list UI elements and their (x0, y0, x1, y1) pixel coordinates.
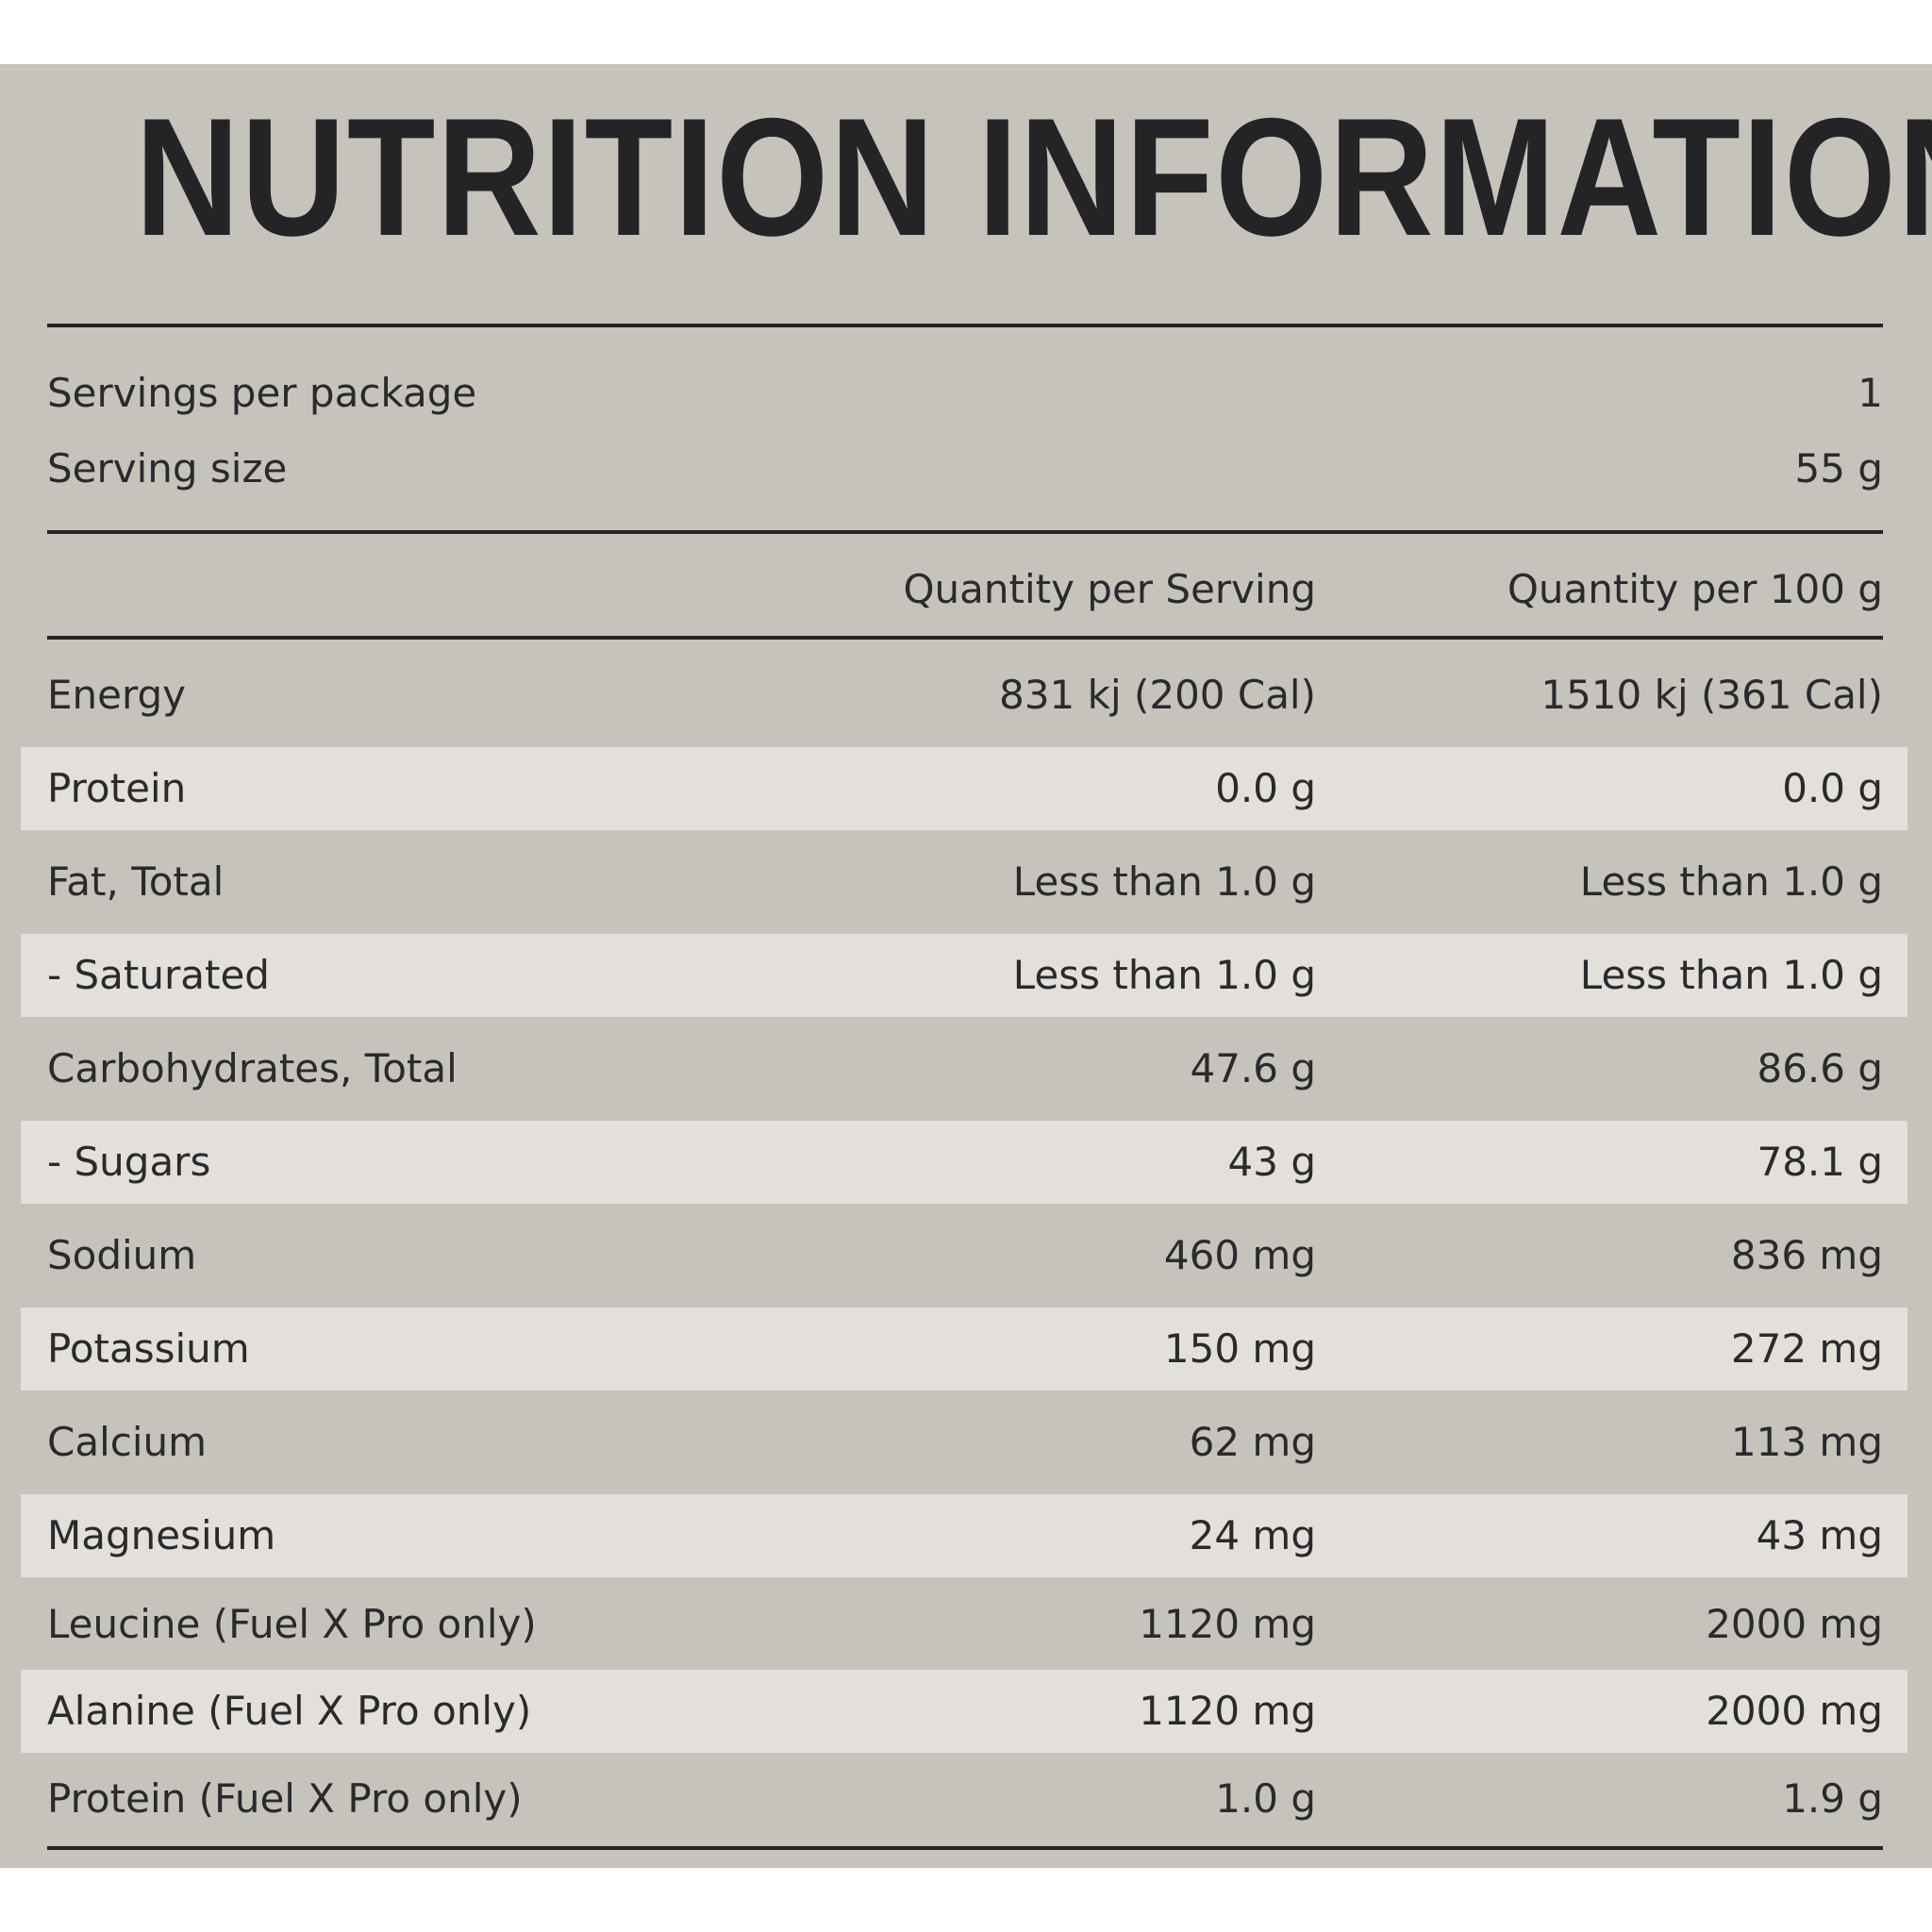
nutrient-name: Calcium (47, 1419, 208, 1465)
table-row: Alanine (Fuel X Pro only) 1120 mg 2000 mg (47, 1670, 1883, 1753)
servings-per-package-label: Servings per package (47, 370, 477, 416)
value-per-serving: 24 mg (1189, 1512, 1316, 1558)
nutrient-name: Protein (Fuel X Pro only) (47, 1775, 523, 1822)
column-header-per-serving: Quantity per Serving (903, 566, 1316, 612)
nutrient-name: Fat, Total (47, 858, 225, 905)
table-row: - Saturated Less than 1.0 g Less than 1.0 … (47, 934, 1883, 1017)
value-per-100g: Less than 1.0 g (1579, 952, 1883, 998)
nutrient-name: Magnesium (47, 1512, 276, 1558)
serving-divider (47, 530, 1883, 534)
nutrient-name: Carbohydrates, Total (47, 1045, 458, 1091)
nutrient-name: Energy (47, 672, 187, 718)
table-row: Energy 831 kj (200 Cal) 1510 kj (361 Cal) (47, 654, 1883, 737)
nutrient-name: Sodium (47, 1232, 197, 1278)
value-per-100g: 86.6 g (1757, 1045, 1883, 1091)
table-row: Magnesium 24 mg 43 mg (47, 1494, 1883, 1577)
value-per-serving: 460 mg (1163, 1232, 1316, 1278)
column-header-per-100g: Quantity per 100 g (1507, 566, 1883, 612)
page-title: NUTRITION INFORMATION (135, 83, 1932, 271)
nutrient-name: - Saturated (47, 952, 270, 998)
nutrient-name: Protein (47, 765, 187, 811)
value-per-100g: 2000 mg (1706, 1601, 1883, 1647)
serving-size-label: Serving size (47, 445, 288, 491)
bottom-divider (47, 1846, 1883, 1850)
nutrient-name: Alanine (Fuel X Pro only) (47, 1688, 532, 1734)
row-highlight (21, 1670, 1907, 1753)
value-per-100g: 1.9 g (1782, 1775, 1883, 1822)
row-highlight (21, 1494, 1907, 1577)
value-per-100g: 1510 kj (361 Cal) (1541, 672, 1883, 718)
value-per-serving: 831 kj (200 Cal) (999, 672, 1316, 718)
table-row: Sodium 460 mg 836 mg (47, 1214, 1883, 1297)
nutrient-name: Leucine (Fuel X Pro only) (47, 1601, 537, 1647)
value-per-serving: Less than 1.0 g (1012, 858, 1316, 905)
value-per-100g: 836 mg (1730, 1232, 1883, 1278)
serving-size-value: 55 g (1794, 445, 1883, 491)
table-row: - Sugars 43 g 78.1 g (47, 1121, 1883, 1204)
top-divider (47, 324, 1883, 327)
value-per-serving: 1120 mg (1139, 1601, 1316, 1647)
value-per-100g: Less than 1.0 g (1579, 858, 1883, 905)
value-per-serving: 1120 mg (1139, 1688, 1316, 1734)
value-per-serving: 62 mg (1189, 1419, 1316, 1465)
value-per-100g: 0.0 g (1782, 765, 1883, 811)
header-divider (47, 636, 1883, 640)
value-per-serving: 1.0 g (1215, 1775, 1316, 1822)
value-per-serving: 0.0 g (1215, 765, 1316, 811)
row-highlight (21, 747, 1907, 830)
table-row: Potassium 150 mg 272 mg (47, 1307, 1883, 1391)
row-highlight (21, 934, 1907, 1017)
servings-per-package-value: 1 (1857, 370, 1883, 416)
table-row: Leucine (Fuel X Pro only) 1120 mg 2000 mg (47, 1583, 1883, 1666)
value-per-100g: 43 mg (1756, 1512, 1883, 1558)
value-per-100g: 113 mg (1730, 1419, 1883, 1465)
table-row: Protein (Fuel X Pro only) 1.0 g 1.9 g (47, 1757, 1883, 1840)
table-row: Protein 0.0 g 0.0 g (47, 747, 1883, 830)
nutrient-name: - Sugars (47, 1139, 211, 1185)
value-per-100g: 2000 mg (1706, 1688, 1883, 1734)
column-header-row: Quantity per Serving Quantity per 100 g (47, 552, 1883, 627)
value-per-serving: 47.6 g (1190, 1045, 1316, 1091)
nutrient-name: Potassium (47, 1325, 250, 1372)
value-per-serving: 150 mg (1163, 1325, 1316, 1372)
value-per-100g: 78.1 g (1757, 1139, 1883, 1185)
value-per-100g: 272 mg (1730, 1325, 1883, 1372)
row-highlight (21, 1121, 1907, 1204)
table-row: Carbohydrates, Total 47.6 g 86.6 g (47, 1027, 1883, 1110)
value-per-serving: 43 g (1227, 1139, 1316, 1185)
table-row: Calcium 62 mg 113 mg (47, 1401, 1883, 1484)
value-per-serving: Less than 1.0 g (1012, 952, 1316, 998)
table-row: Fat, Total Less than 1.0 g Less than 1.0 g (47, 841, 1883, 924)
row-highlight (21, 1307, 1907, 1391)
